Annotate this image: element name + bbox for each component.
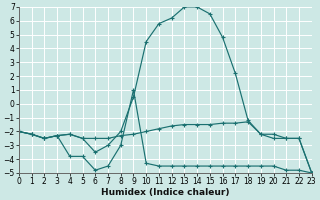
X-axis label: Humidex (Indice chaleur): Humidex (Indice chaleur) — [101, 188, 229, 197]
